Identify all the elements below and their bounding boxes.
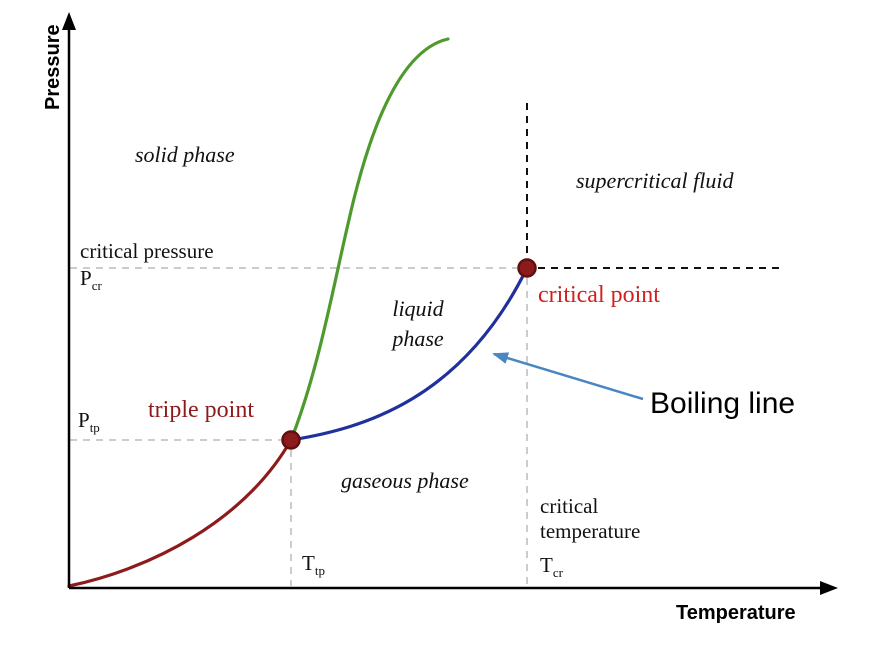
boiling-curve	[289, 266, 529, 442]
liquid-phase-label: liquid phase	[368, 294, 468, 354]
triple-point-dot	[281, 430, 301, 450]
critical-temperature-line1: critical	[540, 494, 599, 518]
t-tp-main: T	[302, 551, 315, 575]
p-tp-main: P	[78, 408, 90, 432]
t-cr-sub: cr	[552, 565, 563, 581]
critical-point-dot	[517, 258, 537, 278]
x-axis-arrowhead	[820, 581, 838, 595]
liquid-phase-line1: liquid	[392, 296, 444, 321]
p-cr-sub: cr	[91, 278, 102, 294]
gaseous-phase-label: gaseous phase	[341, 468, 469, 493]
t-cr-label: Tcr	[540, 553, 563, 581]
p-cr-label: Pcr	[80, 266, 102, 294]
critical-point-label: critical point	[538, 282, 660, 308]
sublimation-curve	[67, 438, 293, 588]
melting-curve	[289, 37, 450, 442]
solid-phase-label: solid phase	[135, 142, 235, 167]
x-axis-label: Temperature	[676, 602, 796, 624]
p-cr-main: P	[80, 266, 92, 290]
boiling-line-label: Boiling line	[650, 387, 796, 420]
critical-temperature-line2: temperature	[540, 519, 641, 543]
critical-temperature-label: critical temperature	[540, 494, 640, 544]
y-axis-label: Pressure	[42, 24, 64, 110]
supercritical-fluid-label: supercritical fluid	[576, 168, 734, 193]
boiling-line-callout-arrow	[492, 352, 644, 401]
triple-point-label: triple point	[148, 397, 254, 423]
y-axis-arrowhead	[62, 12, 76, 30]
t-tp-label: Ttp	[302, 551, 325, 579]
t-tp-sub: tp	[314, 563, 325, 579]
p-tp-label: Ptp	[78, 408, 100, 436]
critical-pressure-label: critical pressure	[80, 239, 214, 263]
liquid-phase-line2: phase	[392, 326, 444, 351]
p-tp-sub: tp	[89, 420, 100, 436]
t-cr-main: T	[540, 553, 553, 577]
